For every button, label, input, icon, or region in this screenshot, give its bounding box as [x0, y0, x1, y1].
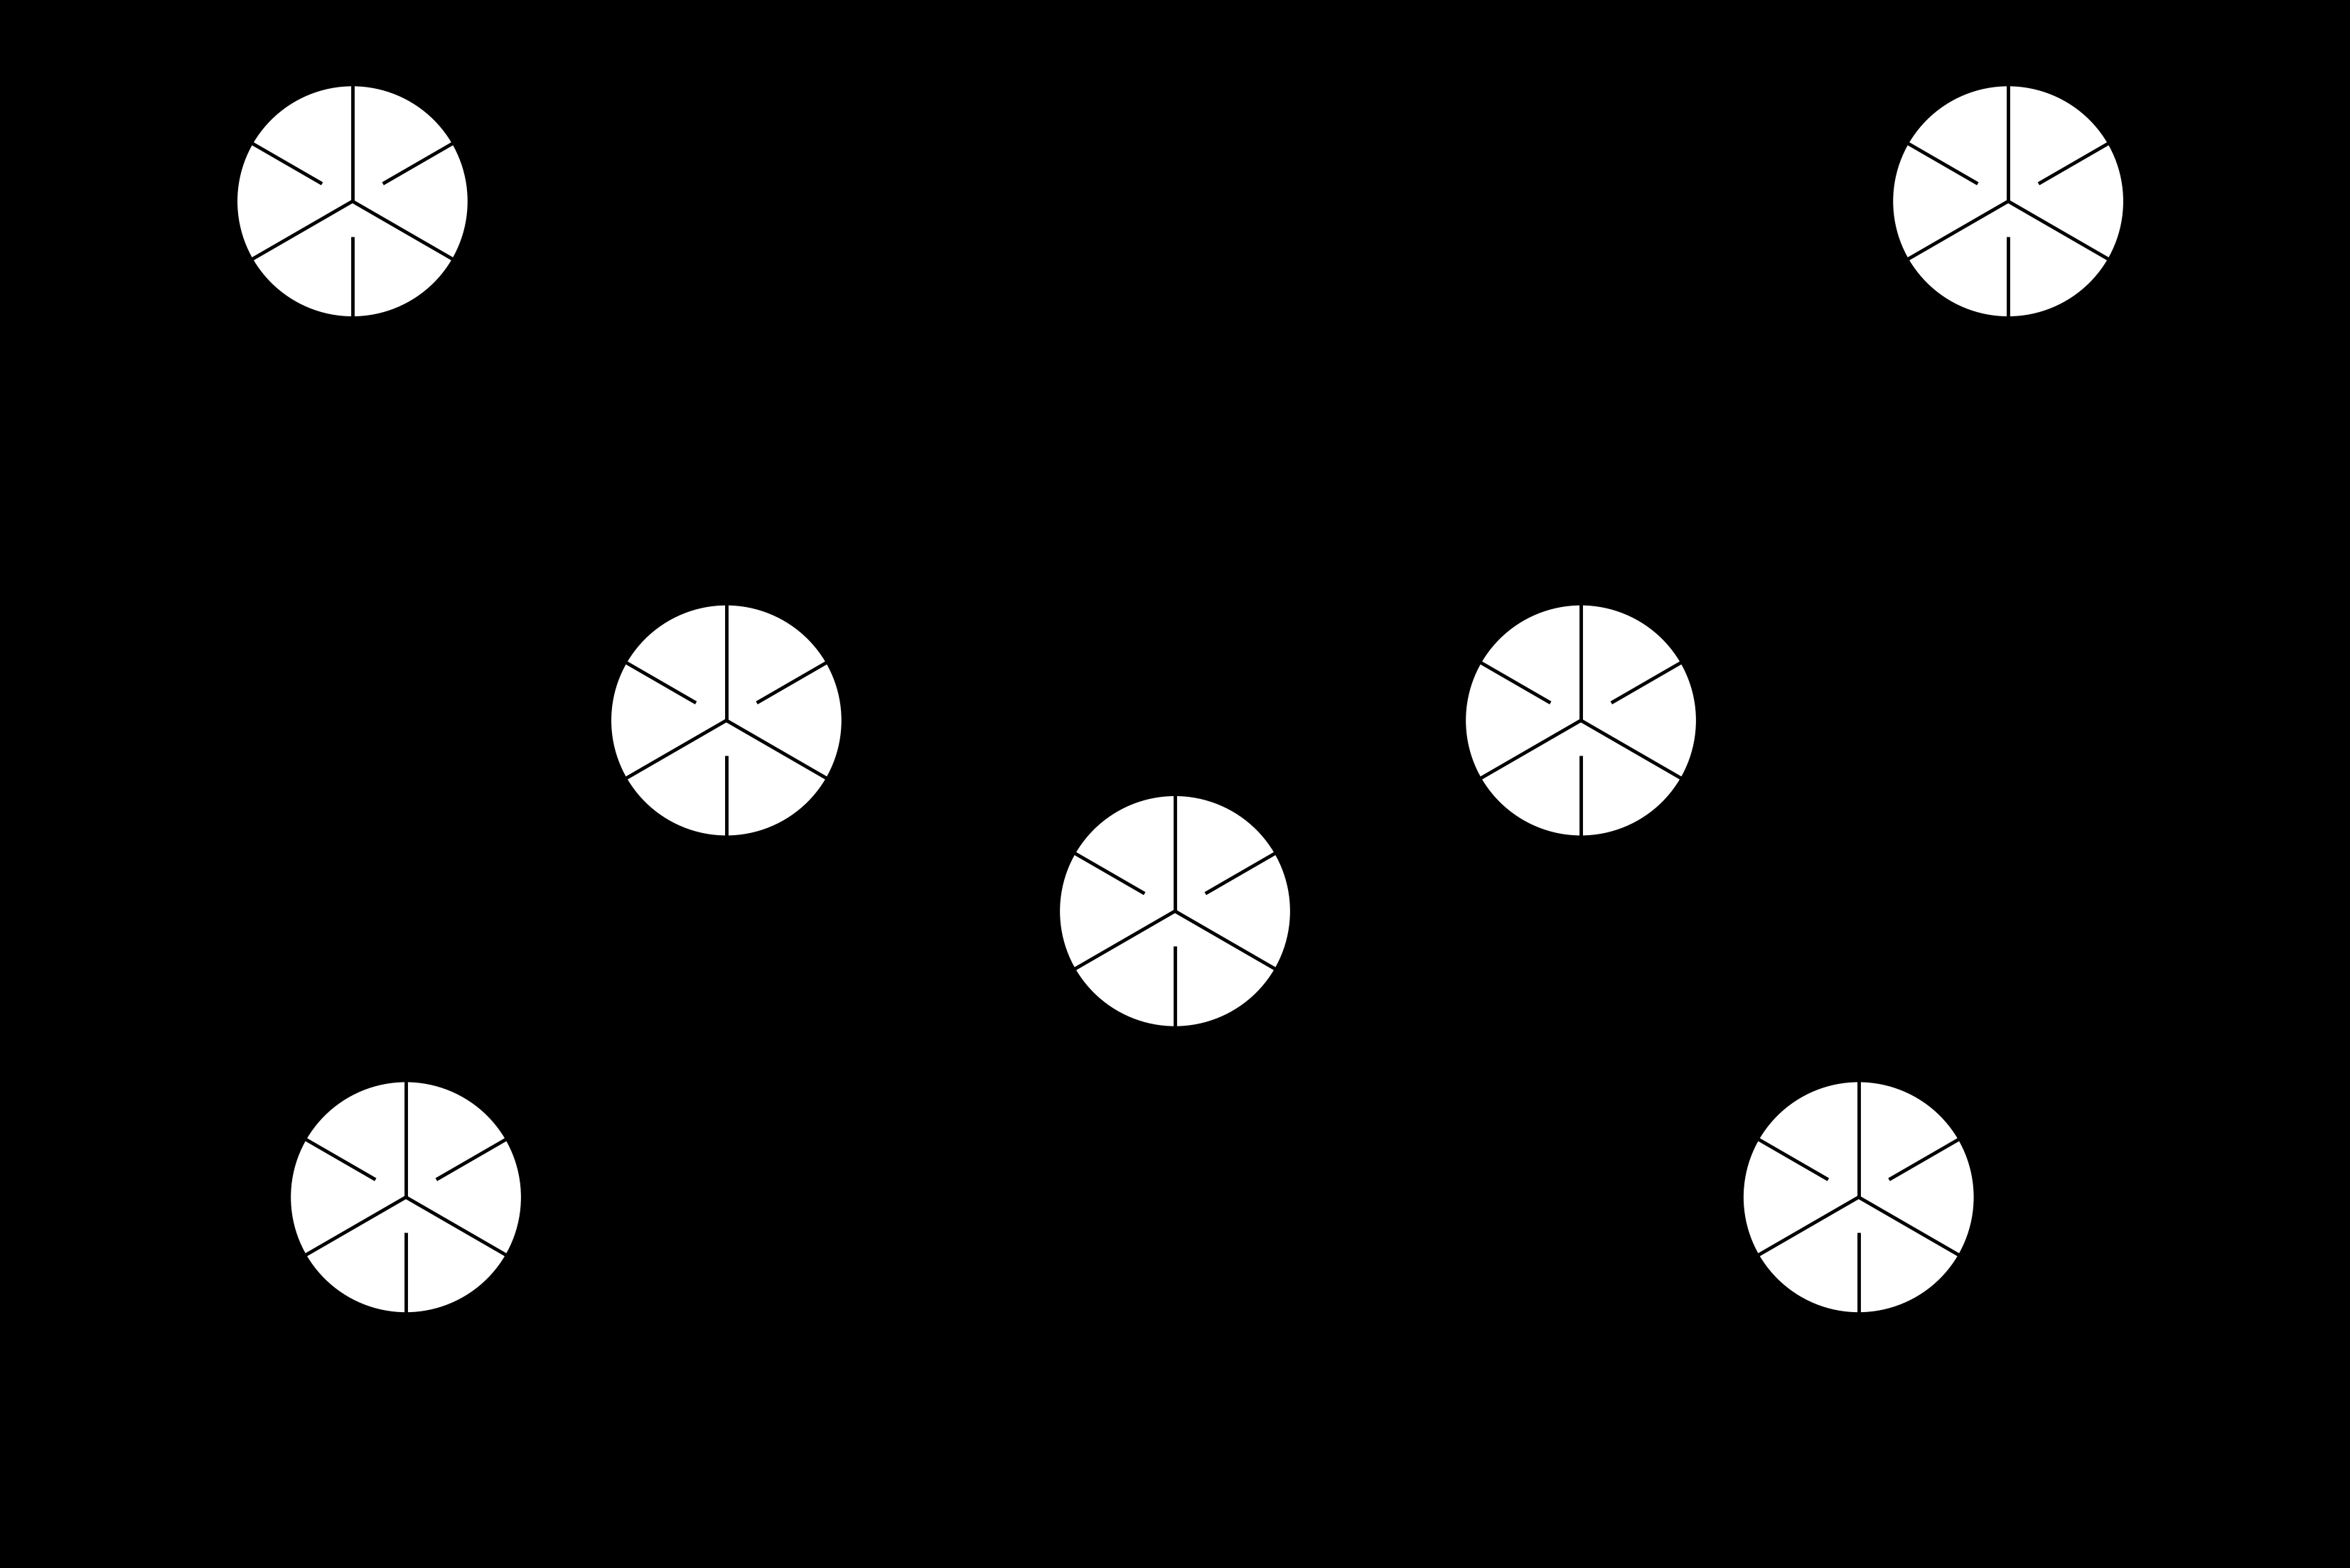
- Circle shape: [289, 1080, 524, 1314]
- Circle shape: [1892, 85, 2124, 318]
- Circle shape: [1741, 1080, 1976, 1314]
- Circle shape: [235, 85, 470, 318]
- Circle shape: [1464, 604, 1699, 837]
- Circle shape: [609, 604, 844, 837]
- Circle shape: [1058, 793, 1293, 1029]
